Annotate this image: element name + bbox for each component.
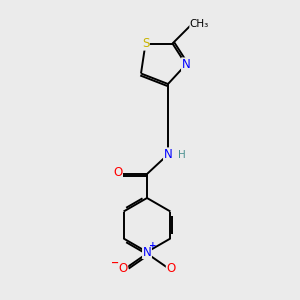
- Text: N: N: [164, 148, 172, 161]
- Text: O: O: [113, 166, 122, 179]
- Text: −: −: [111, 257, 119, 268]
- Text: O: O: [167, 262, 176, 275]
- Text: O: O: [118, 262, 127, 275]
- Text: CH₃: CH₃: [190, 19, 209, 29]
- Text: S: S: [142, 37, 149, 50]
- Text: N: N: [182, 58, 190, 71]
- Text: H: H: [178, 149, 185, 160]
- Text: N: N: [142, 245, 152, 259]
- Text: +: +: [149, 241, 157, 250]
